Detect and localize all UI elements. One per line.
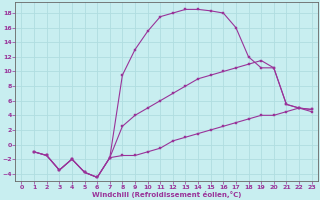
X-axis label: Windchill (Refroidissement éolien,°C): Windchill (Refroidissement éolien,°C)	[92, 191, 241, 198]
